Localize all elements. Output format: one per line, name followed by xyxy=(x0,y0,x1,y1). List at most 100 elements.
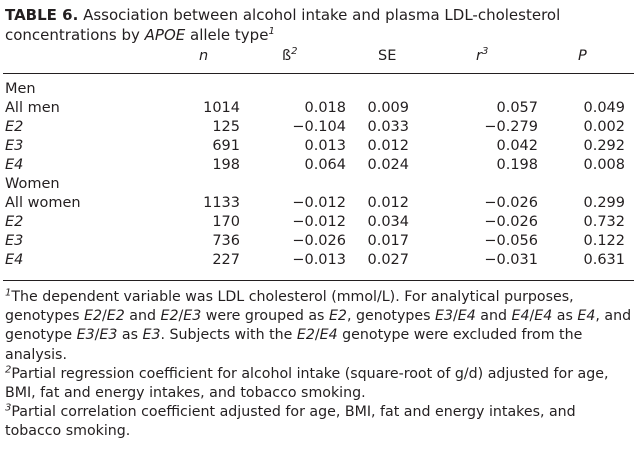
group-header-row: Men xyxy=(0,79,637,99)
cell-p: 0.292 xyxy=(583,138,625,154)
footnote-3: 3Partial correlation coefficient adjuste… xyxy=(5,403,633,441)
row-label: E4 xyxy=(5,157,24,173)
cell-se: 0.012 xyxy=(367,138,409,154)
cell-se: 0.009 xyxy=(367,100,409,116)
genotype: E2 xyxy=(328,308,347,325)
bottom-rule xyxy=(3,280,634,281)
cell-n: 198 xyxy=(212,157,240,173)
cell-se: 0.017 xyxy=(367,233,409,249)
header-beta-symbol: ß xyxy=(282,48,292,64)
footnote-1-text: as xyxy=(117,327,143,344)
cell-r: 0.042 xyxy=(496,138,538,154)
slash: / xyxy=(314,327,320,344)
cell-beta: 0.018 xyxy=(304,100,346,116)
table-row: All women 1133 −0.012 0.012 −0.026 0.299 xyxy=(0,193,637,213)
footnote-1-text: were grouped as xyxy=(201,308,329,325)
caption-gene: APOE xyxy=(144,26,186,44)
cell-p: 0.002 xyxy=(583,119,625,135)
footnote-1-text: as xyxy=(552,308,578,325)
genotype: E3 xyxy=(99,327,118,344)
cell-p: 0.049 xyxy=(583,100,625,116)
header-r: r3 xyxy=(476,46,488,66)
footnotes: 1The dependent variable was LDL choleste… xyxy=(5,288,633,442)
cell-beta: 0.013 xyxy=(304,138,346,154)
genotype: E4 xyxy=(577,308,596,325)
table-row: E2 170 −0.012 0.034 −0.026 0.732 xyxy=(0,212,637,232)
footnote-1: 1The dependent variable was LDL choleste… xyxy=(5,288,633,365)
footnote-1-text: The dependent variable was LDL cholester… xyxy=(5,289,574,325)
cell-r: 0.198 xyxy=(496,157,538,173)
header-beta: ß2 xyxy=(282,46,298,66)
cell-beta: −0.013 xyxy=(292,252,346,268)
group-header-row: Women xyxy=(0,174,637,194)
genotype: E2 xyxy=(106,308,125,325)
cell-n: 736 xyxy=(212,233,240,249)
cell-r: −0.031 xyxy=(484,252,538,268)
group-title: Women xyxy=(5,176,60,192)
row-label: E3 xyxy=(5,138,24,154)
table-row: E2 125 −0.104 0.033 −0.279 0.002 xyxy=(0,117,637,137)
cell-beta: −0.012 xyxy=(292,195,346,211)
row-label: E2 xyxy=(5,119,24,135)
row-label: All women xyxy=(5,195,81,211)
cell-n: 1133 xyxy=(203,195,240,211)
cell-se: 0.012 xyxy=(367,195,409,211)
genotype: E4 xyxy=(319,327,338,344)
cell-n: 125 xyxy=(212,119,240,135)
slash: / xyxy=(529,308,535,325)
row-label: All men xyxy=(5,100,60,116)
cell-se: 0.027 xyxy=(367,252,409,268)
cell-beta: −0.012 xyxy=(292,214,346,230)
cell-p: 0.732 xyxy=(583,214,625,230)
cell-beta: −0.026 xyxy=(292,233,346,249)
cell-p: 0.299 xyxy=(583,195,625,211)
group-title: Men xyxy=(5,81,36,97)
cell-se: 0.034 xyxy=(367,214,409,230)
table-row: E3 691 0.013 0.012 0.042 0.292 xyxy=(0,136,637,156)
column-header-row: n ß2 SE r3 P xyxy=(0,46,637,66)
genotype: E4 xyxy=(511,308,530,325)
cell-se: 0.033 xyxy=(367,119,409,135)
table-row: E4 198 0.064 0.024 0.198 0.008 xyxy=(0,155,637,175)
cell-beta: −0.104 xyxy=(292,119,346,135)
cell-n: 227 xyxy=(212,252,240,268)
footnote-1-marker: 1 xyxy=(5,287,12,299)
table-label: TABLE 6. xyxy=(5,6,79,24)
row-label: E4 xyxy=(5,252,24,268)
genotype: E2 xyxy=(296,327,315,344)
genotype: E2 xyxy=(160,308,179,325)
footnote-1-text: . Subjects with the xyxy=(160,327,297,344)
cell-r: 0.057 xyxy=(496,100,538,116)
genotype: E2 xyxy=(84,308,103,325)
cell-n: 1014 xyxy=(203,100,240,116)
table-row: All men 1014 0.018 0.009 0.057 0.049 xyxy=(0,98,637,118)
slash: / xyxy=(94,327,100,344)
footnote-1-text: and xyxy=(124,308,161,325)
table-title: TABLE 6. Association between alcohol int… xyxy=(5,5,630,45)
slash: / xyxy=(452,308,458,325)
genotype: E3 xyxy=(183,308,202,325)
cell-p: 0.631 xyxy=(583,252,625,268)
cell-se: 0.024 xyxy=(367,157,409,173)
header-se: SE xyxy=(378,48,397,64)
footnote-2-text: Partial regression coefficient for alcoh… xyxy=(5,365,609,402)
cell-p: 0.122 xyxy=(583,233,625,249)
genotype: E3 xyxy=(76,327,95,344)
slash: / xyxy=(178,308,184,325)
caption-footnote-ref: 1 xyxy=(268,26,275,37)
genotype: E3 xyxy=(142,327,161,344)
cell-n: 691 xyxy=(212,138,240,154)
header-r-symbol: r xyxy=(476,48,482,64)
footnote-3-text: Partial correlation coefficient adjusted… xyxy=(5,404,576,440)
slash: / xyxy=(102,308,107,325)
genotype: E4 xyxy=(534,308,553,325)
cell-r: −0.026 xyxy=(484,214,538,230)
caption-text-a: Association between alcohol intake and p… xyxy=(5,6,561,44)
genotype: E3 xyxy=(434,308,453,325)
cell-n: 170 xyxy=(212,214,240,230)
caption-text-b: allele type xyxy=(185,26,269,44)
table-row: E4 227 −0.013 0.027 −0.031 0.631 xyxy=(0,250,637,270)
cell-beta: 0.064 xyxy=(304,157,346,173)
footnote-3-marker: 3 xyxy=(5,402,12,414)
